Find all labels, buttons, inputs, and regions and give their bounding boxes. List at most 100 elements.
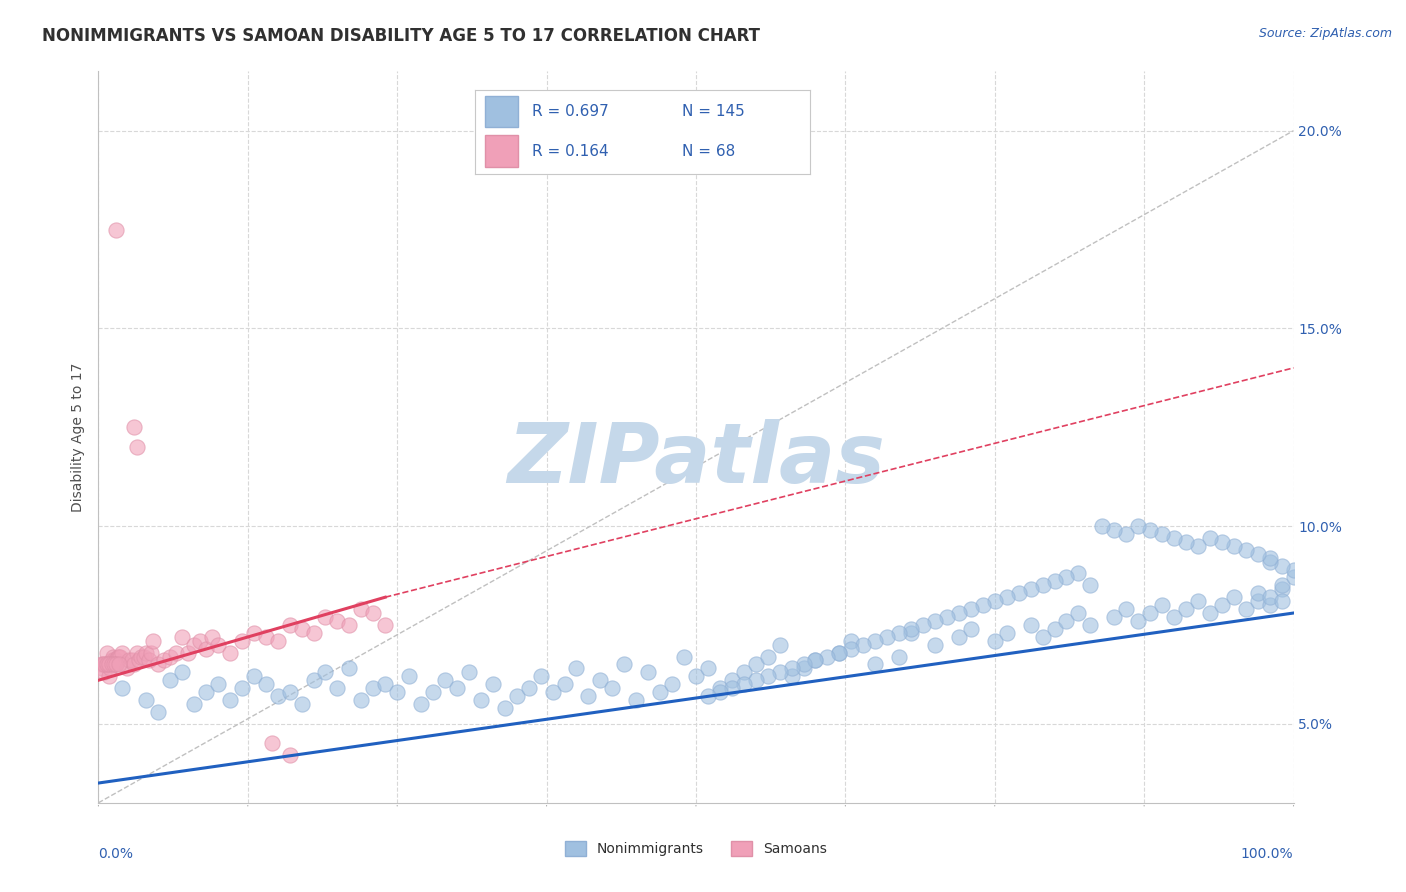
Point: [1258, 598, 1281, 612]
Point: [231, 681, 253, 695]
Point: [482, 677, 505, 691]
Point: [804, 653, 827, 667]
Point: [118, 653, 141, 667]
Point: [1032, 578, 1054, 592]
Point: [131, 649, 153, 664]
Point: [984, 594, 1007, 608]
Point: [517, 681, 540, 695]
Point: [1163, 610, 1185, 624]
Point: [315, 665, 337, 680]
Point: [565, 661, 588, 675]
Point: [374, 618, 396, 632]
Point: [446, 681, 468, 695]
Point: [159, 649, 181, 664]
Point: [900, 625, 922, 640]
Point: [626, 693, 648, 707]
Point: [685, 669, 707, 683]
Point: [135, 693, 157, 707]
Point: [231, 633, 253, 648]
Point: [278, 748, 301, 763]
Point: [1032, 630, 1054, 644]
Point: [578, 689, 600, 703]
Point: [1115, 527, 1137, 541]
Point: [108, 649, 131, 664]
Point: [1091, 519, 1114, 533]
Point: [1043, 622, 1066, 636]
Point: [1271, 558, 1294, 573]
Point: [159, 673, 181, 688]
Point: [326, 681, 349, 695]
Point: [243, 625, 266, 640]
Point: [326, 614, 349, 628]
Point: [291, 622, 314, 636]
Point: [183, 638, 205, 652]
Point: [1139, 606, 1161, 620]
Point: [828, 646, 851, 660]
Point: [1258, 555, 1281, 569]
Point: [924, 614, 946, 628]
Point: [1271, 578, 1294, 592]
Point: [172, 630, 194, 644]
Point: [254, 677, 277, 691]
Point: [828, 646, 851, 660]
Point: [948, 630, 970, 644]
Point: [207, 638, 229, 652]
Point: [948, 606, 970, 620]
Point: [650, 685, 672, 699]
Point: [363, 681, 385, 695]
Point: [721, 673, 744, 688]
Legend: Nonimmigrants, Samoans: Nonimmigrants, Samoans: [560, 836, 832, 862]
Point: [124, 657, 146, 672]
Point: [93, 657, 115, 672]
Point: [756, 669, 779, 683]
Point: [1043, 574, 1066, 589]
Point: [530, 669, 553, 683]
Point: [177, 646, 200, 660]
Point: [1211, 534, 1233, 549]
Point: [613, 657, 636, 672]
Point: [363, 606, 385, 620]
Point: [96, 646, 118, 660]
Point: [201, 630, 224, 644]
Point: [254, 630, 277, 644]
Point: [1080, 618, 1102, 632]
Point: [1234, 542, 1257, 557]
Point: [374, 677, 396, 691]
Point: [995, 591, 1018, 605]
Point: [172, 665, 194, 680]
Point: [924, 638, 946, 652]
Point: [98, 661, 122, 675]
Point: [411, 697, 433, 711]
Point: [398, 669, 420, 683]
Point: [339, 618, 361, 632]
Point: [756, 649, 779, 664]
Point: [1008, 586, 1031, 600]
Point: [506, 689, 529, 703]
Point: [1139, 523, 1161, 537]
Point: [865, 657, 887, 672]
Point: [139, 646, 162, 660]
Point: [1104, 523, 1126, 537]
Point: [434, 673, 457, 688]
Point: [984, 633, 1007, 648]
Point: [115, 661, 138, 675]
Point: [1223, 591, 1246, 605]
Text: 100.0%: 100.0%: [1241, 847, 1294, 861]
Point: [1019, 582, 1042, 597]
Point: [780, 669, 803, 683]
Point: [900, 622, 922, 636]
Point: [121, 653, 143, 667]
Point: [936, 610, 959, 624]
Point: [103, 657, 125, 672]
Point: [98, 669, 121, 683]
Point: [142, 633, 165, 648]
Point: [153, 653, 176, 667]
Point: [995, 625, 1018, 640]
Point: [673, 649, 696, 664]
Point: [1223, 539, 1246, 553]
Point: [93, 665, 115, 680]
Point: [1271, 582, 1294, 597]
Point: [1128, 519, 1150, 533]
Point: [912, 618, 935, 632]
Point: [1271, 594, 1294, 608]
